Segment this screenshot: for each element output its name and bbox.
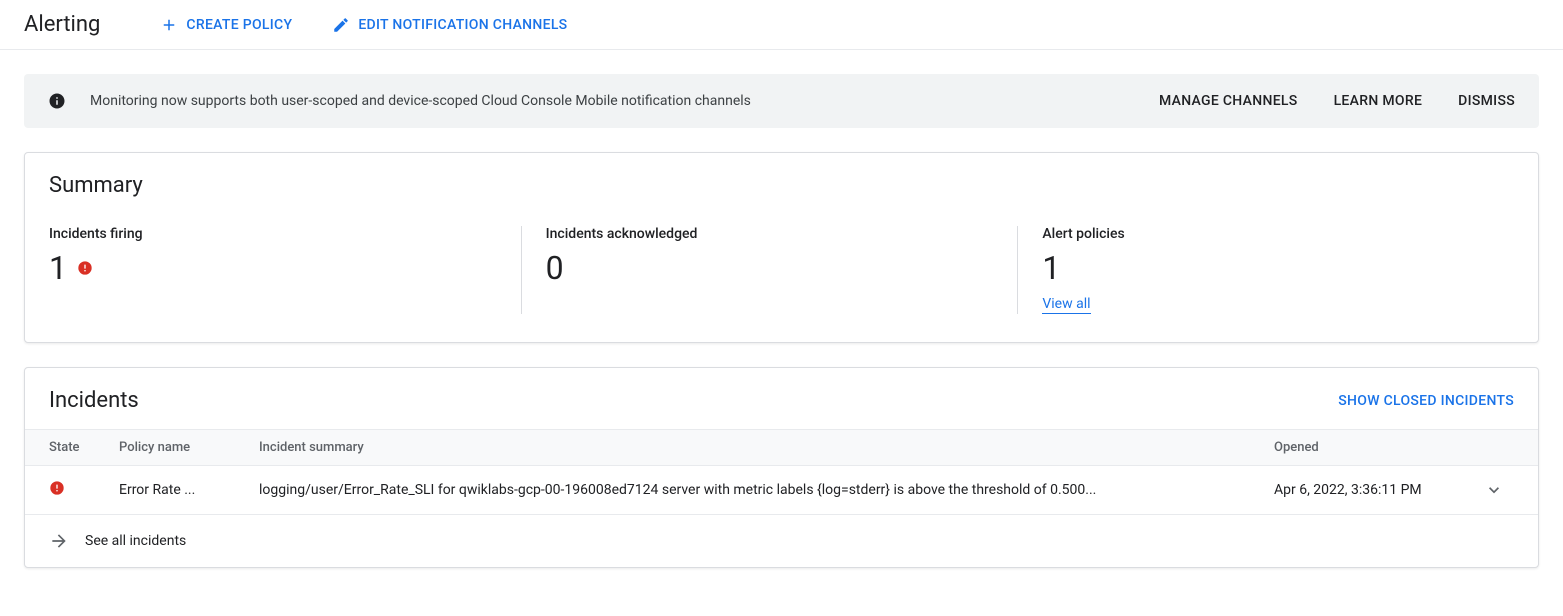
info-icon	[48, 92, 66, 110]
info-banner: Monitoring now supports both user-scoped…	[24, 74, 1539, 128]
chevron-down-icon	[1484, 480, 1504, 500]
alert-policies-value-row: 1	[1042, 252, 1490, 284]
edit-icon	[332, 16, 350, 34]
header-actions: CREATE POLICY EDIT NOTIFICATION CHANNELS	[160, 16, 567, 34]
create-policy-label: CREATE POLICY	[186, 17, 292, 33]
show-closed-button[interactable]: SHOW CLOSED INCIDENTS	[1338, 393, 1514, 409]
incidents-title: Incidents	[49, 388, 139, 413]
content-area: Monitoring now supports both user-scoped…	[0, 50, 1563, 616]
dismiss-button[interactable]: DISMISS	[1458, 93, 1515, 109]
col-header-opened: Opened	[1274, 440, 1474, 455]
incidents-firing-label: Incidents firing	[49, 226, 497, 242]
summary-stats: Incidents firing 1 Incidents acknowledge…	[49, 226, 1514, 314]
alert-policies-label: Alert policies	[1042, 226, 1490, 242]
row-state	[49, 480, 119, 500]
incidents-acknowledged-label: Incidents acknowledged	[546, 226, 994, 242]
summary-title: Summary	[49, 173, 1514, 198]
table-header: State Policy name Incident summary Opene…	[25, 429, 1538, 466]
summary-card: Summary Incidents firing 1 Incidents ack…	[24, 152, 1539, 343]
incidents-acknowledged-block: Incidents acknowledged 0	[521, 226, 1018, 314]
manage-channels-button[interactable]: MANAGE CHANNELS	[1159, 93, 1298, 109]
see-all-incidents-link[interactable]: See all incidents	[25, 515, 1538, 567]
page-title: Alerting	[24, 12, 100, 37]
create-policy-button[interactable]: CREATE POLICY	[160, 16, 292, 34]
see-all-label: See all incidents	[85, 533, 186, 549]
arrow-right-icon	[49, 531, 69, 551]
view-all-link[interactable]: View all	[1042, 296, 1090, 314]
incidents-table: State Policy name Incident summary Opene…	[25, 429, 1538, 567]
banner-text: Monitoring now supports both user-scoped…	[90, 93, 1135, 109]
incidents-firing-block: Incidents firing 1	[49, 226, 521, 314]
row-policy: Error Rate ...	[119, 482, 259, 498]
alert-icon	[49, 480, 65, 496]
page-header: Alerting CREATE POLICY EDIT NOTIFICATION…	[0, 0, 1563, 50]
incidents-header: Incidents SHOW CLOSED INCIDENTS	[25, 368, 1538, 429]
incidents-firing-value-row: 1	[49, 252, 497, 284]
incidents-acknowledged-value-row: 0	[546, 252, 994, 284]
edit-channels-label: EDIT NOTIFICATION CHANNELS	[358, 17, 567, 33]
alert-policies-value: 1	[1042, 252, 1060, 284]
row-expand[interactable]	[1474, 480, 1514, 500]
col-header-state: State	[49, 440, 119, 455]
banner-actions: MANAGE CHANNELS LEARN MORE DISMISS	[1159, 93, 1515, 109]
add-icon	[160, 16, 178, 34]
learn-more-button[interactable]: LEARN MORE	[1334, 93, 1423, 109]
alert-icon	[77, 260, 93, 276]
col-header-policy: Policy name	[119, 440, 259, 455]
row-opened: Apr 6, 2022, 3:36:11 PM	[1274, 482, 1474, 498]
col-header-expand	[1474, 440, 1514, 455]
alert-policies-block: Alert policies 1 View all	[1017, 226, 1514, 314]
incidents-card: Incidents SHOW CLOSED INCIDENTS State Po…	[24, 367, 1539, 568]
col-header-summary: Incident summary	[259, 440, 1274, 455]
incidents-firing-value: 1	[49, 252, 67, 284]
incidents-acknowledged-value: 0	[546, 252, 564, 284]
table-row[interactable]: Error Rate ... logging/user/Error_Rate_S…	[25, 466, 1538, 515]
edit-channels-button[interactable]: EDIT NOTIFICATION CHANNELS	[332, 16, 567, 34]
row-summary: logging/user/Error_Rate_SLI for qwiklabs…	[259, 482, 1274, 498]
